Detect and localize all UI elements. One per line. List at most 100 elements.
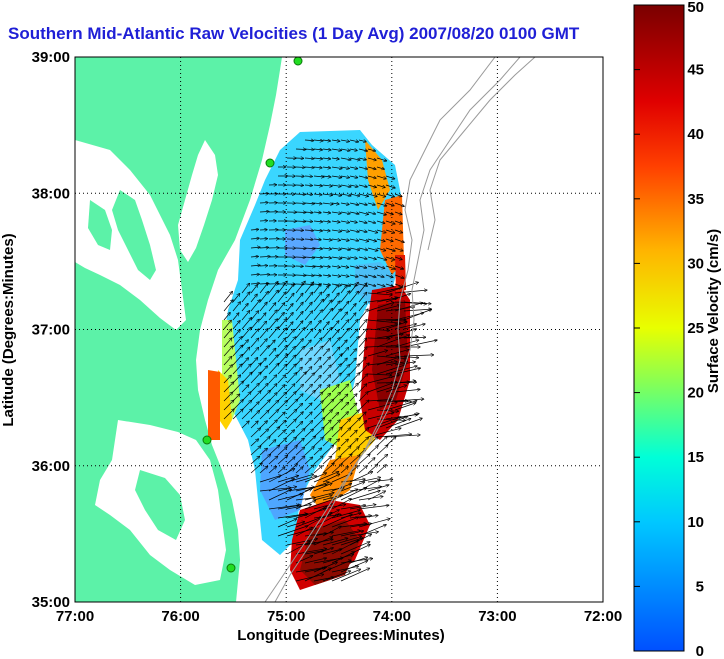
- velocity-arrow: [331, 338, 340, 348]
- velocity-arrow: [331, 330, 339, 339]
- velocity-arrow: [313, 158, 322, 159]
- velocity-arrow: [367, 212, 375, 214]
- velocity-arrow: [331, 347, 340, 357]
- velocity-arrow: [295, 422, 302, 429]
- velocity-arrow: [304, 140, 313, 141]
- velocity-arrow: [259, 321, 266, 330]
- velocity-arrow: [349, 516, 371, 519]
- velocity-arrow: [313, 448, 321, 456]
- velocity-arrow: [322, 300, 332, 312]
- velocity-arrow: [277, 505, 301, 510]
- velocity-arrow: [259, 211, 269, 212]
- velocity-arrow: [295, 467, 303, 474]
- velocity-arrow: [331, 221, 340, 222]
- radar-station-marker: [293, 57, 303, 66]
- velocity-arrow: [286, 539, 317, 546]
- velocity-arrow: [241, 327, 251, 339]
- velocity-arrow: [322, 322, 329, 330]
- velocity-arrow: [223, 409, 234, 420]
- velocity-arrow: [250, 348, 259, 357]
- velocity-arrow: [304, 412, 312, 420]
- velocity-arrow: [286, 364, 296, 375]
- velocity-arrow: [223, 375, 231, 384]
- velocity-arrow: [385, 283, 393, 286]
- velocity-arrow: [394, 220, 402, 224]
- velocity-arrow: [304, 358, 311, 366]
- velocity-arrow: [277, 526, 308, 537]
- velocity-arrow: [349, 373, 360, 384]
- velocity-arrow: [340, 275, 349, 276]
- velocity-arrow: [358, 149, 367, 151]
- velocity-arrow: [304, 499, 334, 510]
- velocity-arrow: [403, 337, 426, 338]
- velocity-arrow: [295, 293, 303, 303]
- velocity-arrow: [340, 266, 348, 267]
- velocity-arrow: [367, 203, 375, 205]
- colorbar-ticks: 0 5 10 15 20 25 30 35 40 45 50: [634, 0, 704, 659]
- velocity-arrow: [322, 149, 331, 150]
- velocity-arrow: [232, 381, 243, 393]
- velocity-arrow: [286, 337, 296, 348]
- velocity-arrow: [385, 362, 407, 366]
- colorbar-tick-label: 30: [687, 255, 704, 272]
- velocity-arrow: [367, 284, 376, 286]
- velocity-arrow: [259, 421, 267, 429]
- velocity-arrow: [358, 140, 366, 142]
- velocity-arrow: [223, 365, 232, 375]
- velocity-arrow: [268, 440, 276, 447]
- velocity-arrow: [223, 313, 230, 321]
- velocity-arrow: [340, 505, 365, 510]
- velocity-arrow: [331, 309, 341, 321]
- velocity-arrow: [313, 346, 322, 357]
- velocity-arrow: [286, 399, 297, 411]
- velocity-arrow: [358, 515, 378, 519]
- velocity-arrow: [367, 345, 399, 348]
- velocity-arrow: [250, 238, 259, 239]
- velocity-arrow: [304, 194, 312, 195]
- velocity-arrow: [313, 203, 322, 204]
- colorbar-tick-label: 15: [687, 449, 704, 466]
- velocity-arrow: [277, 319, 287, 330]
- velocity-arrow: [295, 339, 303, 348]
- velocity-arrow: [304, 167, 314, 168]
- colorbar-tick-label: 40: [687, 126, 704, 143]
- velocity-arrow: [304, 275, 314, 276]
- velocity-arrow: [304, 282, 314, 294]
- velocity-arrow: [358, 428, 369, 438]
- velocity-arrow: [277, 385, 285, 393]
- velocity-arrow: [385, 366, 417, 375]
- velocity-arrow: [250, 411, 259, 420]
- velocity-arrow: [358, 357, 366, 366]
- velocity-arrow: [385, 401, 417, 411]
- velocity-arrow: [376, 455, 387, 465]
- velocity-arrow: [313, 275, 321, 276]
- velocity-arrow: [331, 248, 341, 249]
- velocity-arrow: [313, 292, 322, 303]
- x-tick-label: 76:00: [161, 608, 199, 625]
- velocity-arrow: [367, 221, 375, 223]
- velocity-arrow: [394, 193, 402, 196]
- velocity-arrow: [223, 357, 232, 366]
- velocity-arrow: [349, 557, 367, 564]
- velocity-arrow: [331, 140, 340, 141]
- velocity-arrow: [223, 300, 233, 312]
- velocity-arrow: [358, 309, 368, 321]
- velocity-arrow: [313, 409, 324, 420]
- velocity-arrow: [331, 364, 341, 375]
- velocity-arrow: [223, 338, 232, 348]
- velocity-arrow: [322, 463, 334, 474]
- velocity-arrow: [250, 421, 258, 429]
- velocity-arrows: [223, 140, 437, 582]
- velocity-arrow: [349, 247, 360, 250]
- velocity-arrow: [232, 355, 242, 366]
- velocity-arrow: [367, 491, 385, 501]
- velocity-arrow: [367, 458, 375, 465]
- velocity-arrow: [322, 328, 332, 339]
- velocity-arrow: [340, 167, 349, 169]
- velocity-arrow: [304, 457, 312, 465]
- velocity-arrow: [313, 548, 333, 555]
- velocity-arrow: [349, 329, 358, 339]
- velocity-arrow: [295, 456, 305, 465]
- velocity-arrow: [376, 193, 386, 197]
- velocity-arrow: [331, 266, 340, 267]
